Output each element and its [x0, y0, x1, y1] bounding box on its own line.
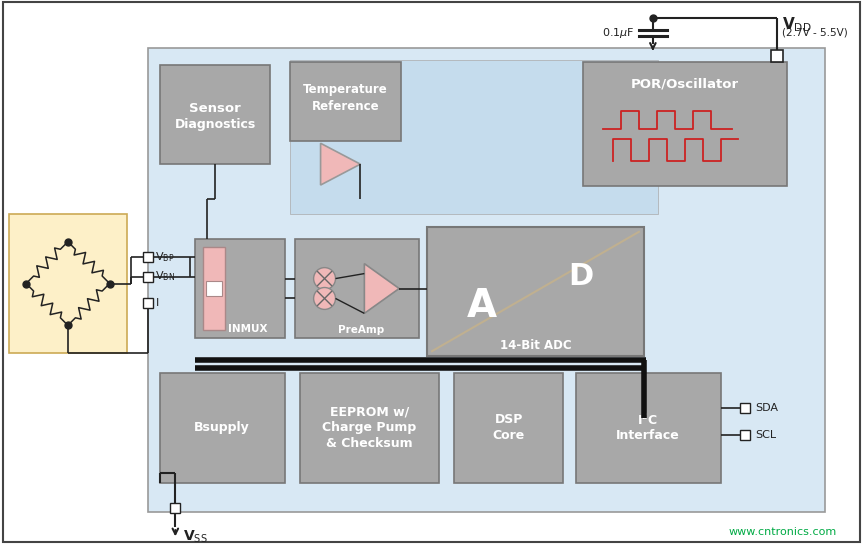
Text: POR/Oscillator: POR/Oscillator [631, 77, 739, 90]
Bar [170, 503, 180, 513]
Text: A: A [467, 287, 497, 325]
Text: Bsupply: Bsupply [195, 421, 250, 434]
Text: (2.7V - 5.5V): (2.7V - 5.5V) [782, 28, 848, 38]
Text: V$_{\mathrm{DD}}$: V$_{\mathrm{DD}}$ [782, 15, 812, 33]
Bar [160, 65, 270, 164]
Text: D: D [568, 262, 594, 291]
Bar [576, 373, 721, 482]
Bar [149, 48, 825, 513]
Bar [203, 247, 225, 330]
Bar [740, 403, 750, 413]
Text: V$_{\mathrm{SS}}$: V$_{\mathrm{SS}}$ [183, 529, 208, 545]
Bar [454, 373, 563, 482]
Text: Reference: Reference [311, 100, 379, 113]
Circle shape [314, 267, 336, 289]
Text: & Checksum: & Checksum [326, 437, 413, 450]
Bar [299, 373, 439, 482]
Bar [740, 430, 750, 440]
Bar [10, 214, 126, 353]
Text: Diagnostics: Diagnostics [175, 118, 256, 131]
Text: Interface: Interface [616, 429, 680, 443]
Bar [195, 239, 285, 338]
Text: I: I [156, 299, 158, 309]
Text: I$^2$C: I$^2$C [638, 411, 658, 428]
Polygon shape [321, 143, 361, 185]
Text: Charge Pump: Charge Pump [322, 421, 416, 434]
Bar [427, 227, 644, 356]
Bar [295, 239, 419, 338]
Text: Sensor: Sensor [189, 102, 241, 115]
Bar [144, 272, 153, 282]
Text: www.cntronics.com: www.cntronics.com [728, 527, 837, 537]
Text: Core: Core [492, 429, 525, 443]
Text: 14-Bit ADC: 14-Bit ADC [500, 339, 571, 352]
Text: V$_{\mathrm{BP}}$: V$_{\mathrm{BP}}$ [156, 250, 175, 264]
Text: V$_{\mathrm{BN}}$: V$_{\mathrm{BN}}$ [156, 270, 176, 283]
Bar [144, 252, 153, 261]
Polygon shape [364, 264, 399, 313]
Circle shape [314, 288, 336, 310]
Bar [772, 50, 783, 62]
Bar [290, 62, 401, 141]
Text: INMUX: INMUX [228, 324, 267, 334]
Text: SDA: SDA [755, 403, 778, 413]
Text: SCL: SCL [755, 430, 777, 440]
Text: 0.1$\mu$F: 0.1$\mu$F [602, 26, 635, 40]
Text: DSP: DSP [495, 414, 522, 426]
Text: EEPROM w/: EEPROM w/ [330, 405, 409, 418]
Text: PreAmp: PreAmp [338, 325, 385, 335]
Text: Temperature: Temperature [303, 83, 388, 96]
Bar [160, 373, 285, 482]
Bar [206, 281, 222, 296]
Bar [583, 62, 787, 186]
Bar [290, 60, 658, 214]
Bar [144, 299, 153, 309]
